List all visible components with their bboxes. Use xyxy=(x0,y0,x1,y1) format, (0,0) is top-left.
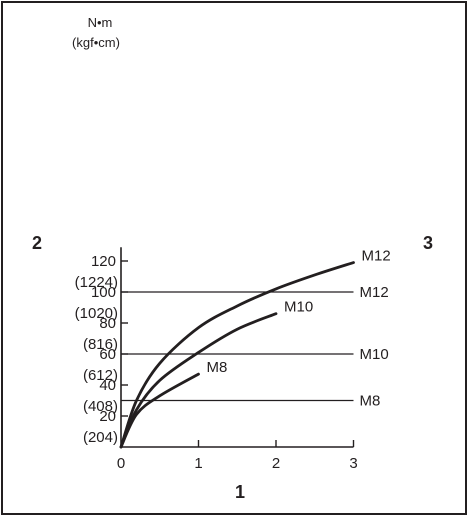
curve-label: M12 xyxy=(362,248,391,265)
y-tick-label: 40 xyxy=(99,377,116,394)
curves: M12 M10 M8 xyxy=(119,248,391,449)
y-tick-sublabel: (1224) xyxy=(75,274,118,291)
left-callout: 2 xyxy=(32,233,42,253)
curve-label: M8 xyxy=(207,359,228,376)
y-tick-sublabel: (1020) xyxy=(75,305,118,322)
y-tick-sublabel: (408) xyxy=(83,398,118,415)
curve-m8 xyxy=(119,372,200,449)
reference-line-label: M8 xyxy=(360,393,381,410)
reference-line-label: M10 xyxy=(360,346,389,363)
x-tick-label: 2 xyxy=(272,455,280,472)
y-unit-label-alt: (kgf•cm) xyxy=(72,35,120,50)
y-unit-label: N•m xyxy=(88,15,113,30)
y-tick-sublabel: (612) xyxy=(83,367,118,384)
y-tick-label: 20 xyxy=(99,408,116,425)
x-tick-label: 1 xyxy=(194,455,202,472)
reference-lines: M12 M10 M8 xyxy=(121,284,389,410)
right-callout: 3 xyxy=(423,233,433,253)
reference-line-label: M12 xyxy=(360,284,389,301)
y-tick-label: 60 xyxy=(99,346,116,363)
figure-frame xyxy=(1,1,467,515)
y-tick-label: 80 xyxy=(99,315,116,332)
axes: 20(204)40(408)60(612)80(816)100(1020)120… xyxy=(75,247,358,472)
x-tick-label: 0 xyxy=(117,455,125,472)
curve-label: M10 xyxy=(284,299,313,316)
curve-m12 xyxy=(119,261,355,449)
y-tick-sublabel: (204) xyxy=(83,429,118,446)
y-tick-sublabel: (816) xyxy=(83,336,118,353)
x-axis-callout: 1 xyxy=(235,482,245,502)
y-tick-label: 120 xyxy=(91,253,116,270)
y-tick-label: 100 xyxy=(91,284,116,301)
x-tick-label: 3 xyxy=(349,455,357,472)
curve-m10 xyxy=(119,312,278,449)
